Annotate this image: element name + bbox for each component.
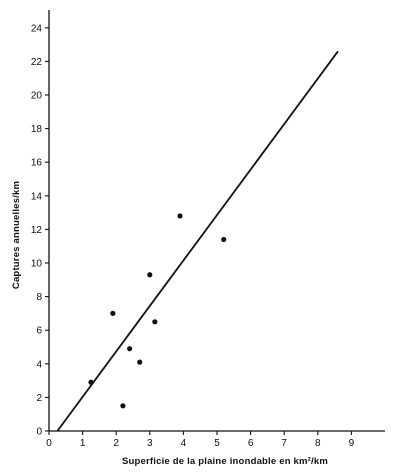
x-tick-label: 7 [281,438,287,449]
data-point [221,236,227,243]
x-tick-label: 6 [248,438,254,449]
y-axis-title: Captures annuelles/km [11,181,22,289]
y-tick-label: 12 [31,225,43,236]
data-point [120,403,126,409]
y-tick-label: 0 [36,427,42,438]
data-point [177,213,183,219]
y-tick-label: 14 [31,191,43,202]
y-tick-label: 4 [36,359,42,370]
y-tick-label: 22 [31,57,43,68]
x-tick-label: 0 [46,438,52,449]
y-tick-label: 8 [36,292,42,303]
y-tick-label: 20 [31,91,43,102]
y-tick-label: 24 [31,23,43,34]
data-point [88,379,94,385]
data-point [127,346,133,352]
x-tick-label: 2 [113,438,119,449]
x-tick-label: 4 [181,438,187,449]
x-tick-label: 9 [349,438,355,449]
y-tick-label: 16 [31,158,43,169]
y-tick-label: 18 [31,124,43,135]
x-axis-title: Superficie de la plaine inondable en km²… [122,456,328,467]
y-tick-label: 10 [31,259,43,270]
y-tick-label: 2 [36,393,42,404]
data-point [147,272,153,278]
x-tick-label: 3 [147,438,153,449]
data-points [88,213,227,409]
regression-line [56,50,339,432]
x-tick-label: 8 [315,438,321,449]
x-tick-label: 5 [214,438,220,449]
regression-line-group [56,50,339,432]
data-point [110,310,116,316]
x-axis-ticks: 0 1 2 3 4 5 6 7 8 9 [46,431,355,449]
x-tick-label: 1 [80,438,86,449]
data-point [137,359,143,365]
y-tick-label: 6 [36,326,42,337]
data-point [152,319,158,325]
